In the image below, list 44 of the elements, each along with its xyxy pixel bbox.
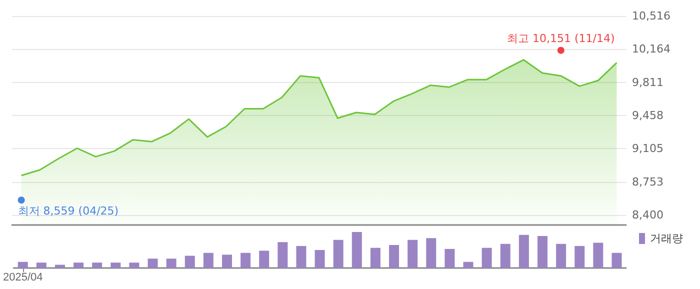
y-tick-label: 10,516 (632, 10, 670, 22)
bar (333, 240, 344, 268)
bar (370, 248, 380, 268)
bar (92, 262, 102, 268)
y-tick-label: 10,164 (632, 42, 670, 56)
y-tick-label: 8,400 (632, 208, 664, 222)
bar (426, 238, 436, 268)
bar (500, 244, 510, 268)
bar (240, 252, 251, 268)
y-tick-label: 8,753 (632, 175, 664, 188)
y-tick-label: 9,458 (632, 109, 664, 122)
bar (612, 252, 622, 268)
y-tick-label: 9,105 (632, 142, 664, 156)
bar (408, 240, 418, 268)
bar (222, 254, 232, 268)
bar (444, 248, 455, 268)
bar (278, 242, 288, 268)
bar (593, 242, 604, 268)
bar (537, 236, 548, 268)
bar (574, 246, 585, 268)
bar (314, 250, 325, 268)
x-tick-label: 2025/04 (2, 272, 43, 284)
bar (259, 250, 270, 268)
bar (110, 262, 121, 268)
bar (463, 262, 474, 268)
data-label: 최고 10,151 (11/14) (506, 32, 615, 45)
bar (74, 262, 84, 268)
bar (166, 258, 176, 268)
bar (389, 244, 400, 268)
bar (54, 264, 65, 268)
y-tick-label: 9,811 (632, 76, 664, 89)
bar (482, 248, 492, 268)
data-label: 최저 8,559 (04/25) (18, 204, 119, 218)
bar (518, 234, 529, 268)
bar (556, 244, 566, 268)
legend-label: 거래량 (650, 232, 683, 245)
bar (352, 232, 362, 268)
bar (203, 252, 214, 268)
bar (129, 262, 140, 268)
bar (184, 256, 195, 268)
bar (36, 262, 46, 268)
bar (296, 246, 306, 268)
bar (148, 258, 158, 268)
bar (18, 262, 28, 268)
